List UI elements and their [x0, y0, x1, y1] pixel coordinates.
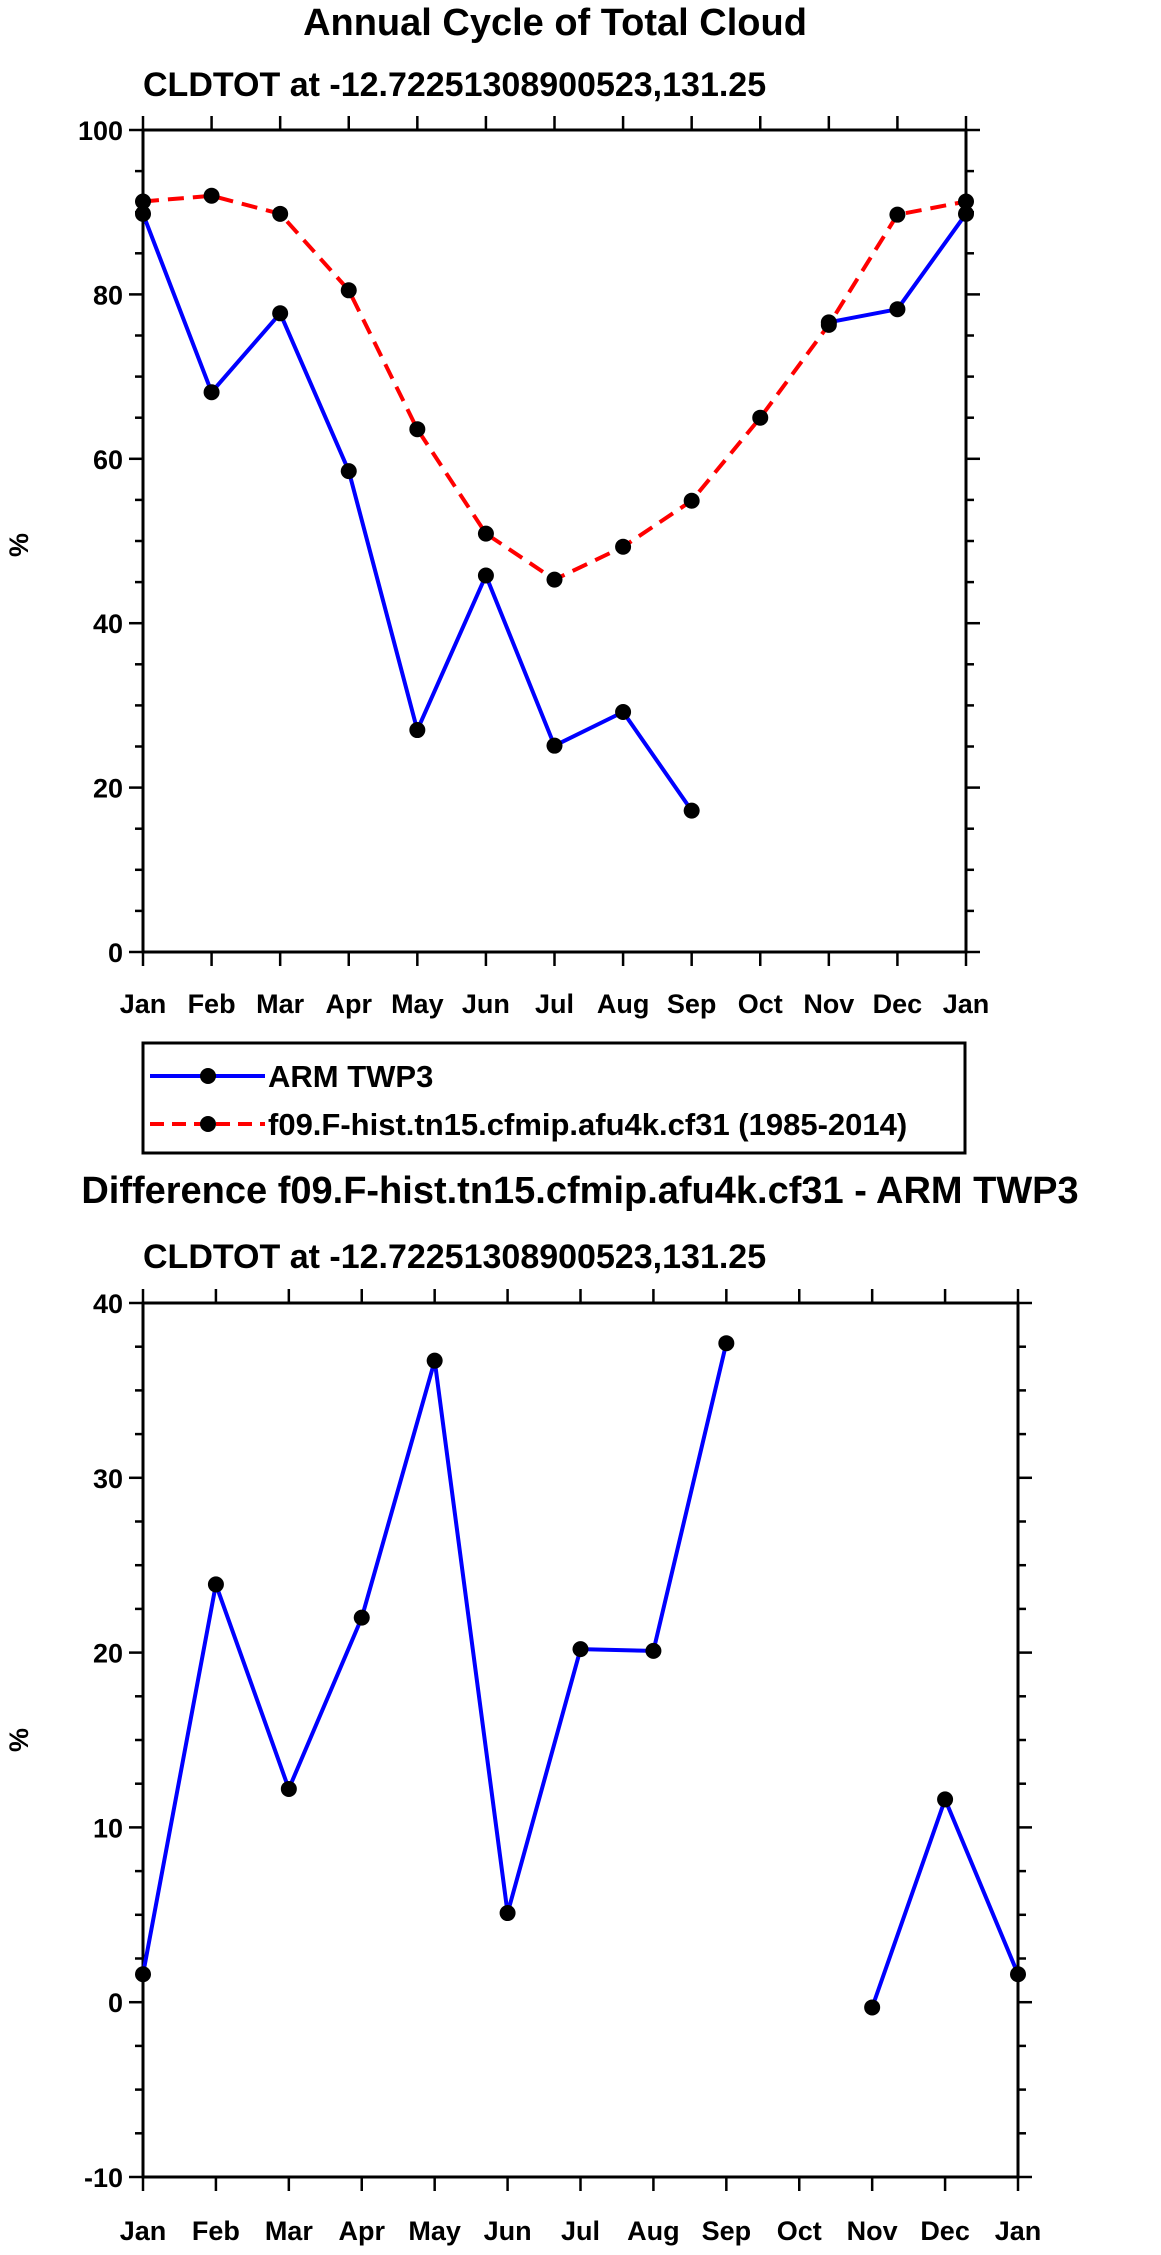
chart2-xtick-label: Jan: [120, 2216, 167, 2246]
chart1-ytick-label: 20: [93, 774, 123, 804]
legend-marker-model: [200, 1116, 216, 1132]
chart2-title: Difference f09.F-hist.tn15.cfmip.afu4k.c…: [81, 1170, 1078, 1212]
chart2-xtick-label: Oct: [777, 2216, 822, 2246]
chart1-series-point-1: [203, 187, 220, 204]
chart1-title: Annual Cycle of Total Cloud: [303, 2, 807, 44]
chart1-series-point-0: [615, 703, 632, 720]
chart1-series-point-1: [820, 316, 837, 333]
chart2-series-point-0: [499, 1905, 516, 1922]
chart1-legend: ARM TWP3 f09.F-hist.tn15.cfmip.afu4k.cf3…: [141, 1041, 967, 1155]
chart1-series-point-0: [272, 305, 289, 322]
chart2-series-point-0: [864, 1999, 881, 2016]
legend-label-arm: ARM TWP3: [268, 1059, 433, 1094]
chart1-series-point-1: [889, 206, 906, 223]
chart2-xtick-label: Apr: [339, 2216, 386, 2246]
chart2-series-point-0: [1010, 1966, 1026, 1983]
chart2-ytick-label: 20: [93, 1639, 123, 1669]
legend-box: [141, 1041, 967, 1155]
chart1-series-point-1: [546, 571, 563, 588]
chart2-xtick-label: Feb: [192, 2216, 240, 2246]
legend-marker-arm: [200, 1068, 216, 1084]
chart2-ytick-label: 30: [93, 1464, 123, 1494]
chart1-series: [135, 187, 974, 819]
chart2-axes: -10 0 10 20 30 40 Jan Feb Mar Apr May Jun Jul Aug Sep O…: [84, 1289, 1041, 2246]
chart1-ylabel: %: [4, 533, 34, 557]
chart2-xtick-label: Mar: [265, 2216, 314, 2246]
chart1-xtick-label: Jan: [120, 989, 167, 1019]
chart2-ylabel: %: [4, 1728, 34, 1752]
chart2-series-point-0: [426, 1352, 443, 1369]
chart1-ytick-label: 0: [108, 938, 123, 968]
chart2-plot-frame: [141, 1301, 1020, 2179]
chart1-axes: 0 20 40 60 80 100 Jan Feb Mar Apr May Jun Jul Aug Sep O…: [78, 116, 989, 1019]
chart2-series-point-0: [353, 1609, 370, 1626]
chart2-xtick-label: Sep: [702, 2216, 752, 2246]
chart2-xtick-label: May: [408, 2216, 461, 2246]
chart1-series-point-1: [135, 193, 151, 210]
chart2-xtick-label: Aug: [627, 2216, 679, 2246]
chart2-series-point-0: [135, 1966, 151, 1983]
chart1-xtick-label: Feb: [188, 989, 236, 1019]
chart1-series-point-0: [135, 205, 151, 222]
chart1-series-line-0: [141, 213, 694, 812]
chart1-series-point-1: [477, 525, 494, 542]
chart2-series-point-0: [280, 1780, 297, 1797]
chart1-xtick-label: Apr: [326, 989, 373, 1019]
chart1-series-point-0: [683, 802, 700, 819]
chart2-series-point-0: [718, 1335, 735, 1352]
chart1-xtick-label: Mar: [256, 989, 305, 1019]
chart2-series-line-0: [870, 1797, 1020, 2009]
chart2-series-point-0: [207, 1576, 224, 1593]
chart1-series-point-0: [889, 301, 906, 318]
chart2-series-point-0: [572, 1641, 589, 1658]
chart2-xtick-label: Jan: [995, 2216, 1042, 2246]
chart1-ytick-label: 40: [93, 609, 123, 639]
chart1-series-point-0: [409, 722, 426, 739]
chart1-ytick-label: 60: [93, 445, 123, 475]
chart1-xtick-label: Aug: [597, 989, 649, 1019]
chart2-subtitle: CLDTOT at -12.72251308900523,131.25: [143, 1238, 766, 1276]
chart1-series-point-0: [958, 205, 974, 222]
chart1-xtick-label: May: [391, 989, 444, 1019]
chart1-series-point-1: [683, 492, 700, 509]
chart2-xtick-label: Jun: [484, 2216, 532, 2246]
chart1-xtick-label: Dec: [873, 989, 923, 1019]
chart1-series-point-0: [203, 384, 220, 401]
chart1-series-point-0: [340, 463, 357, 480]
chart1-series-point-1: [409, 421, 426, 438]
chart2-series-point-0: [937, 1791, 954, 1808]
chart1-ytick-label: 80: [93, 280, 123, 310]
chart1-subtitle: CLDTOT at -12.72251308900523,131.25: [143, 66, 766, 104]
chart2-series-line-0: [141, 1342, 729, 1975]
chart2-xtick-label: Nov: [847, 2216, 898, 2246]
chart2-ytick-label: 40: [93, 1289, 123, 1319]
chart1-xtick-label: Oct: [738, 989, 783, 1019]
chart2-ytick-label: 0: [108, 1988, 123, 2018]
chart1-series-line-1: [142, 193, 967, 582]
chart1-xtick-label: Jan: [943, 989, 990, 1019]
chart2-xtick-label: Jul: [561, 2216, 600, 2246]
chart1-series-point-1: [340, 282, 357, 299]
chart1-series-point-0: [546, 737, 563, 754]
chart1-series-point-1: [615, 538, 632, 555]
chart2-series: [135, 1335, 1026, 2016]
chart1-ytick-label: 100: [78, 116, 123, 146]
chart2-ytick-label: 10: [93, 1813, 123, 1843]
chart1-series-point-1: [958, 193, 974, 210]
chart1-xtick-label: Nov: [803, 989, 854, 1019]
chart2-ytick-label: -10: [84, 2163, 123, 2193]
chart1-xtick-label: Jul: [535, 989, 574, 1019]
chart2-xtick-label: Dec: [920, 2216, 970, 2246]
legend-label-model: f09.F-hist.tn15.cfmip.afu4k.cf31 (1985-2…: [268, 1107, 907, 1142]
chart1-series-point-1: [272, 205, 289, 222]
chart2-series-point-0: [645, 1642, 662, 1659]
chart1-series-point-0: [477, 567, 494, 584]
chart1-xtick-label: Sep: [667, 989, 717, 1019]
chart1-plot-frame: [141, 128, 968, 954]
chart1-xtick-label: Jun: [462, 989, 510, 1019]
chart1-series-point-1: [752, 409, 769, 426]
